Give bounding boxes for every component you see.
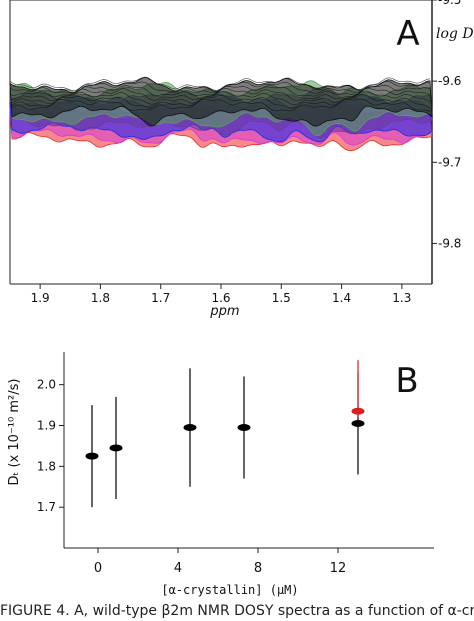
panel-a-label: A <box>396 14 419 54</box>
panel-a-y-ticks: -9.8 -9.7 -9.6 -9.5 <box>432 0 461 250</box>
panel-a-x-tick-label: 1.7 <box>151 291 170 305</box>
panel-a-y-tick-label: -9.5 <box>438 0 461 7</box>
panel-b-y-ticks: 1.7 1.8 1.9 2.0 <box>37 378 64 514</box>
panel-a-x-ticks: 1.9 1.8 1.7 1.6 1.5 1.4 1.3 <box>31 284 411 305</box>
panel-b-y-tick-label: 1.9 <box>37 419 56 433</box>
contour-line-black <box>9 94 431 109</box>
panel-b-y-tick-label: 1.7 <box>37 500 56 514</box>
panel-b-x-axis-label: [α-crystallin] (μM) <box>161 583 298 597</box>
panel-a-x-axis-label: ppm <box>209 304 239 319</box>
panel-a-x-tick-label: 1.6 <box>211 291 230 305</box>
panel-a-y-tick-label: -9.7 <box>438 155 461 169</box>
contour-line-black <box>9 98 431 112</box>
contour-line-black <box>9 90 431 106</box>
dosy-contour-traces <box>9 76 433 152</box>
panel-b-data-points <box>85 360 365 508</box>
contour-line-black <box>10 87 431 102</box>
panel-b-x-ticks: 0 4 8 12 <box>94 548 346 576</box>
panel-a-x-tick-label: 1.5 <box>272 291 291 305</box>
data-point <box>183 424 197 432</box>
panel-a-x-tick-label: 1.9 <box>31 291 50 305</box>
data-point <box>85 452 99 460</box>
figure-caption: FIGURE 4. A, wild-type β2m NMR DOSY spec… <box>0 603 474 619</box>
panel-a-y-axis-label: log Dₜ <box>436 26 474 42</box>
panel-a-x-tick-label: 1.3 <box>392 291 411 305</box>
panel-b-x-tick-label: 8 <box>254 561 262 576</box>
data-point <box>109 444 123 452</box>
panel-b-x-tick-label: 4 <box>174 561 182 576</box>
panel-b: 1.7 1.8 1.9 2.0 0 4 8 12 B Dₜ (x 10⁻¹⁰ m²/s) [… <box>7 352 434 597</box>
panel-a: 1.9 1.8 1.7 1.6 1.5 1.4 1.3 -9.8 -9.7 -9.6 -9.5 A… <box>9 0 474 319</box>
panel-a-y-tick-label: -9.6 <box>438 74 461 88</box>
data-point <box>237 424 251 432</box>
panel-b-x-tick-label: 0 <box>94 561 102 576</box>
panel-b-y-tick-label: 1.8 <box>37 459 56 473</box>
panel-a-x-tick-label: 1.8 <box>91 291 110 305</box>
panel-a-x-tick-label: 1.4 <box>332 291 351 305</box>
panel-a-y-tick-label: -9.8 <box>438 236 461 250</box>
contour-band-black <box>9 76 433 127</box>
data-point <box>351 419 365 427</box>
panel-b-x-tick-label: 12 <box>330 561 347 576</box>
panel-b-label: B <box>395 361 418 401</box>
panel-b-y-tick-label: 2.0 <box>37 378 56 392</box>
data-point-red <box>351 407 365 415</box>
panel-b-y-axis-label: Dₜ (x 10⁻¹⁰ m²/s) <box>7 379 22 486</box>
